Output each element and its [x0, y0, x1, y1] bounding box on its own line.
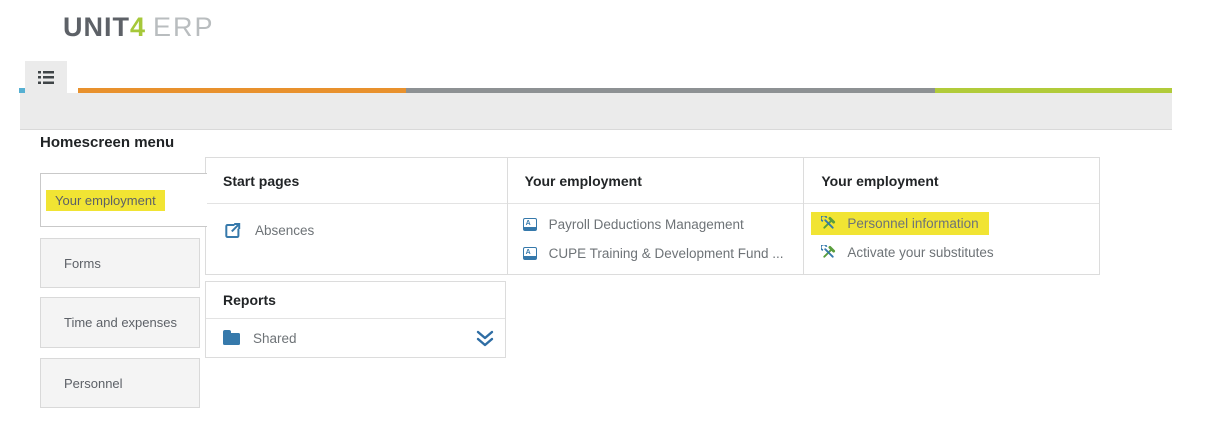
- sidebar-tab-forms[interactable]: Forms: [40, 238, 200, 288]
- menu-item-label: Personnel information: [847, 216, 979, 231]
- sidebar-tab-personnel[interactable]: Personnel: [40, 358, 200, 408]
- menu-item-label: CUPE Training & Development Fund ...: [548, 246, 784, 261]
- menu-item-payroll-deductions-management[interactable]: Payroll Deductions Management: [508, 210, 804, 239]
- logo-text-unit: UNIT: [63, 12, 130, 42]
- menu-panels-row: Start pages Absences Your employment Pay…: [205, 157, 1100, 275]
- report-icon: [522, 247, 537, 260]
- tab-strip-background: [20, 93, 1172, 130]
- list-menu-icon: [38, 70, 54, 84]
- menu-item-activate-your-substitutes[interactable]: Activate your substitutes: [811, 245, 1099, 260]
- report-icon: [522, 218, 537, 231]
- menu-item-personnel-information[interactable]: Personnel information: [811, 212, 989, 235]
- menu-item-label: Absences: [255, 223, 315, 238]
- accent-bar-blue-segment: [19, 88, 25, 93]
- homescreen-menu-tab[interactable]: [25, 61, 67, 93]
- menu-item-label: Payroll Deductions Management: [548, 217, 744, 232]
- sidebar-tab-label: Personnel: [64, 375, 123, 391]
- sidebar-tab-label: Time and expenses: [64, 315, 177, 330]
- folder-icon: [223, 330, 240, 345]
- page-title: Homescreen menu: [40, 134, 175, 151]
- menu-item-shared[interactable]: Shared: [206, 319, 505, 357]
- panel-your-employment-left: Your employment Payroll Deductions Manag…: [506, 158, 804, 274]
- panel-title: Start pages: [206, 158, 507, 204]
- double-chevron-down-icon[interactable]: [475, 330, 495, 347]
- logo-text-4: 4: [130, 12, 147, 42]
- panel-your-employment-right: Your employment Personnel information: [803, 158, 1099, 274]
- menu-item-cupe-training-development-fund[interactable]: CUPE Training & Development Fund ...: [508, 239, 804, 268]
- menu-item-label: Shared: [253, 330, 297, 346]
- sidebar-tab-label: Forms: [64, 255, 101, 271]
- sidebar-tab-time-and-expenses[interactable]: Time and expenses: [40, 297, 200, 348]
- menu-item-label: Activate your substitutes: [847, 245, 994, 260]
- tools-icon: [821, 245, 836, 258]
- sidebar-tab-label: Your employment: [46, 189, 165, 211]
- tools-icon: [821, 216, 836, 229]
- panel-reports: Reports Shared: [205, 281, 506, 358]
- unit4-logo: UNIT4 ERP: [63, 12, 215, 43]
- panel-title: Your employment: [804, 158, 1099, 204]
- panel-title: Reports: [206, 282, 505, 319]
- accent-bar-green-segment: [935, 88, 1172, 93]
- sidebar-tab-your-employment[interactable]: Your employment: [40, 173, 207, 227]
- accent-bar-gray-segment: [406, 88, 935, 93]
- panel-title: Your employment: [507, 158, 804, 204]
- logo-text-erp: ERP: [153, 12, 215, 42]
- accent-bar-orange-segment: [78, 88, 406, 93]
- panel-start-pages: Start pages Absences: [206, 158, 507, 274]
- menu-item-absences[interactable]: Absences: [206, 204, 507, 240]
- external-link-icon: [225, 223, 241, 238]
